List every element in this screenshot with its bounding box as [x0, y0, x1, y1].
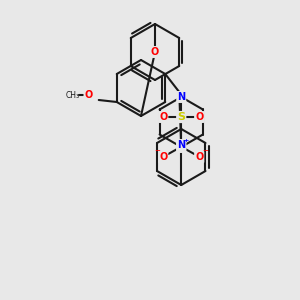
- Text: O: O: [195, 112, 203, 122]
- Text: O: O: [151, 47, 159, 57]
- Text: N: N: [177, 140, 185, 150]
- Text: N: N: [177, 142, 185, 152]
- Text: O: O: [159, 112, 167, 122]
- Text: O: O: [195, 152, 203, 162]
- Text: CH₃: CH₃: [66, 91, 80, 100]
- Text: O: O: [85, 90, 93, 100]
- Text: −: −: [202, 148, 208, 154]
- Text: −: −: [154, 148, 160, 154]
- Text: +: +: [184, 137, 189, 142]
- Text: S: S: [177, 112, 185, 122]
- Text: N: N: [177, 92, 185, 102]
- Text: O: O: [159, 152, 167, 162]
